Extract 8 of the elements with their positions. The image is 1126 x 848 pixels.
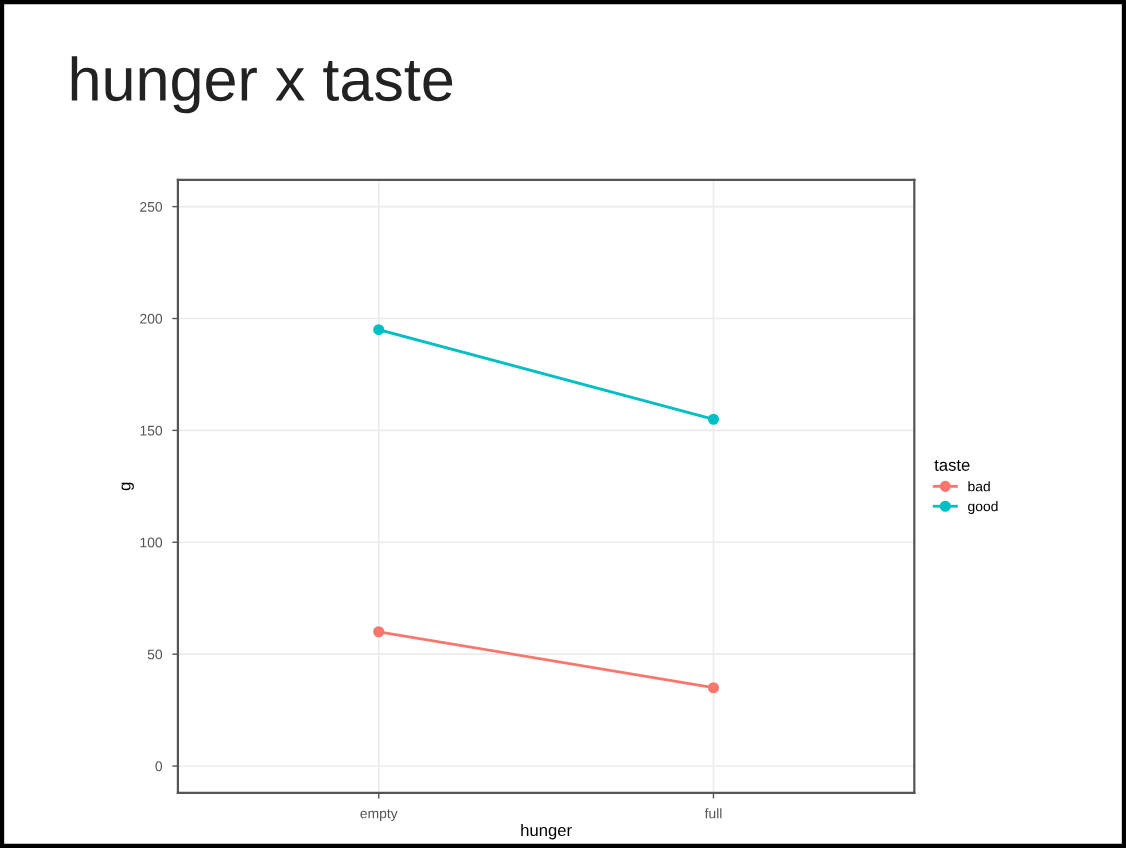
y-axis-title: g xyxy=(121,482,134,491)
point xyxy=(373,626,385,638)
point xyxy=(373,324,385,336)
x-axis-title: hunger xyxy=(521,823,572,840)
point xyxy=(707,413,720,425)
point xyxy=(707,682,720,694)
chart-title: hunger x taste xyxy=(71,56,453,114)
legend-title: taste xyxy=(934,459,970,471)
